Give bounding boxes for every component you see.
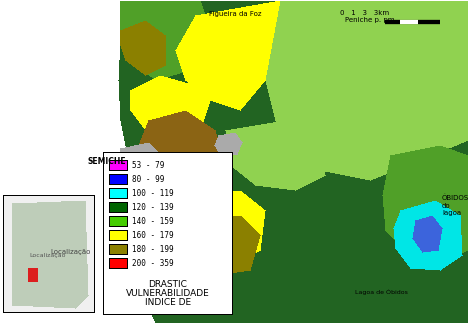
Text: 80 - 99: 80 - 99 <box>132 175 164 184</box>
Text: 200 - 359: 200 - 359 <box>132 259 174 268</box>
Text: Peniche p. pm: Peniche p. pm <box>345 17 395 23</box>
Text: ÓBIDOS
do
lagoa: ÓBIDOS do lagoa <box>442 195 468 215</box>
Text: Lagoa de Óbidos: Lagoa de Óbidos <box>355 289 408 295</box>
Text: INDICE DE: INDICE DE <box>145 298 191 307</box>
Text: 120 - 139: 120 - 139 <box>132 203 174 212</box>
Text: 180 - 199: 180 - 199 <box>132 245 174 254</box>
Text: Localização: Localização <box>30 253 66 257</box>
Text: 53 - 79: 53 - 79 <box>132 161 164 170</box>
Text: 100 - 119: 100 - 119 <box>132 189 174 198</box>
Text: 0   1   3   3km: 0 1 3 3km <box>340 10 389 16</box>
Text: 160 - 179: 160 - 179 <box>132 231 174 240</box>
Text: 140 - 159: 140 - 159 <box>132 217 174 226</box>
Text: SEMICHE: SEMICHE <box>88 157 126 165</box>
Text: VULNERABILIDADE: VULNERABILIDADE <box>126 289 210 298</box>
Text: DRASTIC: DRASTIC <box>148 280 188 289</box>
Text: Localização: Localização <box>50 249 90 255</box>
Text: Figueira da Foz: Figueira da Foz <box>209 11 261 17</box>
